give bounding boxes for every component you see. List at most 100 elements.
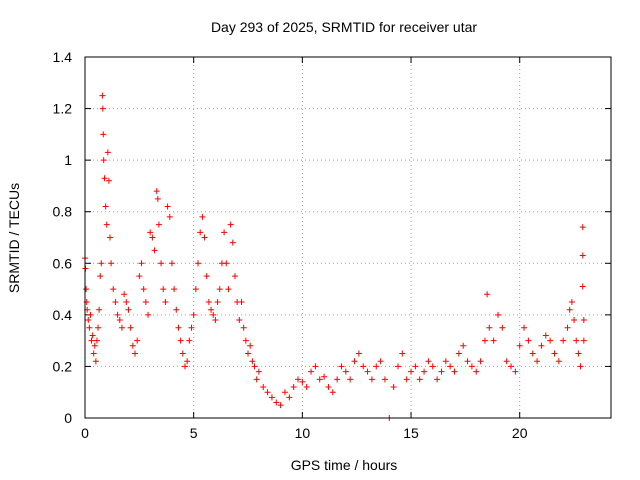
y-tick-label: 1 — [64, 152, 72, 168]
data-point — [508, 363, 515, 370]
data-points — [82, 92, 587, 421]
data-point — [86, 324, 93, 331]
data-point — [212, 317, 219, 324]
data-point — [158, 260, 165, 267]
data-point — [225, 286, 232, 293]
data-point — [308, 368, 315, 375]
data-point — [210, 311, 217, 318]
data-point — [177, 337, 184, 344]
data-point — [103, 221, 110, 228]
grid-lines — [85, 57, 611, 418]
data-point — [151, 247, 158, 254]
data-point — [434, 376, 441, 383]
data-point — [85, 317, 92, 324]
data-point — [377, 358, 384, 365]
data-point — [195, 260, 202, 267]
data-point — [236, 317, 243, 324]
data-point — [91, 342, 98, 349]
data-point — [455, 350, 462, 357]
data-point — [325, 384, 332, 391]
data-point — [580, 317, 587, 324]
data-point — [229, 239, 236, 246]
x-tick-label: 15 — [403, 425, 419, 441]
y-tick-label: 0.2 — [53, 358, 73, 374]
data-point — [303, 384, 310, 391]
data-point — [238, 298, 245, 305]
data-point — [534, 358, 541, 365]
data-point — [494, 311, 501, 318]
data-point — [521, 324, 528, 331]
data-point — [227, 221, 234, 228]
data-point — [87, 311, 94, 318]
data-point — [242, 337, 249, 344]
data-point — [394, 363, 401, 370]
data-point — [399, 350, 406, 357]
data-point — [93, 337, 100, 344]
data-point — [164, 203, 171, 210]
data-point — [412, 363, 419, 370]
data-point — [173, 306, 180, 313]
data-point — [112, 298, 119, 305]
data-point — [168, 260, 175, 267]
chart-title: Day 293 of 2025, SRMTID for receiver uta… — [211, 19, 477, 35]
data-point — [473, 368, 480, 375]
data-point — [114, 311, 121, 318]
data-point — [286, 394, 293, 401]
data-point — [579, 283, 586, 290]
data-point — [360, 363, 367, 370]
data-point — [421, 368, 428, 375]
data-point — [381, 376, 388, 383]
data-point — [253, 376, 260, 383]
data-point — [116, 317, 123, 324]
data-point — [425, 358, 432, 365]
data-point — [179, 350, 186, 357]
data-point — [351, 358, 358, 365]
data-point — [338, 363, 345, 370]
data-point — [460, 342, 467, 349]
data-point — [486, 324, 493, 331]
data-point — [96, 306, 103, 313]
data-point — [175, 324, 182, 331]
data-point — [490, 337, 497, 344]
data-point — [255, 368, 262, 375]
data-point — [142, 298, 149, 305]
data-point — [538, 342, 545, 349]
data-point — [368, 376, 375, 383]
data-point — [106, 234, 113, 241]
data-point — [575, 350, 582, 357]
data-point — [551, 350, 558, 357]
data-point — [503, 358, 510, 365]
data-point — [516, 342, 523, 349]
data-point — [110, 286, 117, 293]
data-point — [145, 311, 152, 318]
y-tick-label: 0 — [64, 410, 72, 426]
data-point — [99, 105, 106, 112]
data-point — [273, 399, 280, 406]
data-point — [147, 229, 154, 236]
data-point — [138, 260, 145, 267]
data-point — [245, 350, 252, 357]
data-point — [129, 342, 136, 349]
y-tick-label: 1.4 — [53, 49, 73, 65]
data-point — [118, 324, 125, 331]
y-tick-label: 0.4 — [53, 307, 73, 323]
data-point — [83, 286, 90, 293]
data-point — [104, 149, 111, 156]
data-point — [190, 311, 197, 318]
x-tick-label: 0 — [81, 425, 89, 441]
data-point — [99, 92, 106, 99]
x-axis-label: GPS time / hours — [291, 457, 398, 473]
data-point — [481, 337, 488, 344]
data-point — [316, 376, 323, 383]
data-point — [281, 389, 288, 396]
data-point — [90, 350, 97, 357]
data-point — [579, 224, 586, 231]
data-point — [216, 286, 223, 293]
data-point — [364, 368, 371, 375]
data-point — [290, 384, 297, 391]
data-point — [429, 363, 436, 370]
data-point — [334, 376, 341, 383]
data-point — [529, 350, 536, 357]
data-point — [153, 188, 160, 195]
